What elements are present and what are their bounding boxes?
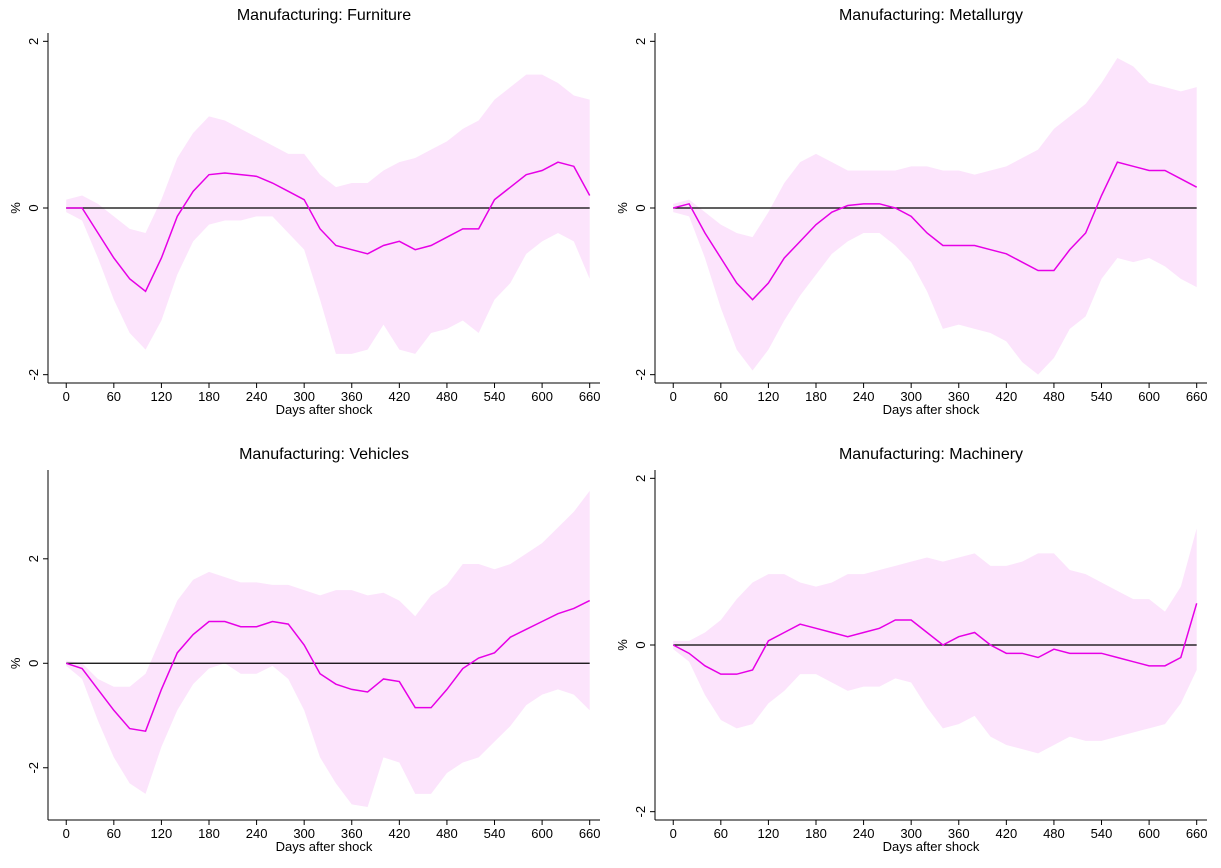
x-tick-label: 300 <box>293 389 315 404</box>
x-tick-label: 420 <box>995 826 1017 841</box>
x-tick-label: 480 <box>436 826 458 841</box>
x-tick-label: 660 <box>1186 826 1208 841</box>
x-tick-label: 600 <box>1138 389 1160 404</box>
x-tick-label: 360 <box>948 389 970 404</box>
chart-title: Manufacturing: Furniture <box>237 7 411 24</box>
x-tick-label: 540 <box>484 389 506 404</box>
y-axis-title: % <box>615 202 630 214</box>
x-tick-label: 120 <box>758 389 780 404</box>
x-tick-label: 420 <box>995 389 1017 404</box>
x-tick-label: 0 <box>670 389 677 404</box>
y-tick-label: -2 <box>633 369 648 381</box>
y-tick-label: 0 <box>633 641 648 648</box>
x-tick-label: 240 <box>853 826 875 841</box>
x-axis-title: Days after shock <box>276 839 373 854</box>
x-tick-label: 240 <box>246 389 268 404</box>
estimate-line <box>673 161 1198 301</box>
chart-title: Manufacturing: Metallurgy <box>839 7 1023 24</box>
x-axis-title: Days after shock <box>883 839 980 854</box>
x-tick-label: 300 <box>900 389 922 404</box>
x-tick-label: 240 <box>853 389 875 404</box>
y-tick-label: 2 <box>633 38 648 45</box>
y-tick-label: -2 <box>26 762 41 774</box>
x-tick-label: 480 <box>436 389 458 404</box>
x-tick-label: 180 <box>805 389 827 404</box>
y-tick-label: -2 <box>26 369 41 381</box>
y-tick-label: 0 <box>26 204 41 211</box>
estimate-line <box>66 161 591 293</box>
x-tick-label: 0 <box>63 826 70 841</box>
x-tick-label: 120 <box>151 389 173 404</box>
x-tick-label: 540 <box>484 826 506 841</box>
x-axis-title: Days after shock <box>276 402 373 417</box>
x-tick-label: 540 <box>1091 389 1113 404</box>
x-tick-label: 0 <box>63 389 70 404</box>
x-tick-label: 600 <box>531 826 553 841</box>
x-tick-label: 660 <box>579 389 601 404</box>
x-tick-label: 600 <box>1138 826 1160 841</box>
confidence-band <box>673 528 1197 754</box>
y-tick-label: 0 <box>26 660 41 667</box>
x-tick-label: 60 <box>714 826 728 841</box>
x-tick-label: 360 <box>341 389 363 404</box>
x-tick-label: 600 <box>531 389 553 404</box>
x-tick-label: 120 <box>151 826 173 841</box>
y-tick-label: 0 <box>633 204 648 211</box>
x-tick-label: 180 <box>805 826 827 841</box>
x-tick-label: 180 <box>198 826 220 841</box>
x-tick-label: 240 <box>246 826 268 841</box>
x-tick-label: 480 <box>1043 826 1065 841</box>
y-tick-label: -2 <box>633 806 648 818</box>
x-tick-label: 360 <box>341 826 363 841</box>
x-tick-label: 540 <box>1091 826 1113 841</box>
y-axis-title: % <box>8 657 23 669</box>
x-tick-label: 180 <box>198 389 220 404</box>
x-tick-label: 60 <box>107 389 121 404</box>
estimate-line <box>672 603 1198 675</box>
x-tick-label: 660 <box>579 826 601 841</box>
chart-title: Manufacturing: Machinery <box>839 446 1023 463</box>
chart-title: Manufacturing: Vehicles <box>239 446 409 463</box>
x-tick-label: 420 <box>388 389 410 404</box>
x-tick-label: 300 <box>293 826 315 841</box>
x-tick-label: 420 <box>388 826 410 841</box>
estimate-line <box>66 599 591 733</box>
y-axis-title: % <box>8 202 23 214</box>
x-tick-label: 480 <box>1043 389 1065 404</box>
x-tick-label: 360 <box>948 826 970 841</box>
confidence-band <box>66 490 590 807</box>
x-tick-label: 120 <box>758 826 780 841</box>
x-tick-label: 60 <box>714 389 728 404</box>
x-axis-title: Days after shock <box>883 402 980 417</box>
x-tick-label: 60 <box>107 826 121 841</box>
x-tick-label: 0 <box>670 826 677 841</box>
x-tick-label: 660 <box>1186 389 1208 404</box>
y-axis-title: % <box>615 639 630 651</box>
y-tick-label: 2 <box>633 475 648 482</box>
y-tick-label: 2 <box>26 555 41 562</box>
y-tick-label: 2 <box>26 38 41 45</box>
confidence-band <box>673 58 1197 375</box>
x-tick-label: 300 <box>900 826 922 841</box>
confidence-band <box>66 74 590 354</box>
